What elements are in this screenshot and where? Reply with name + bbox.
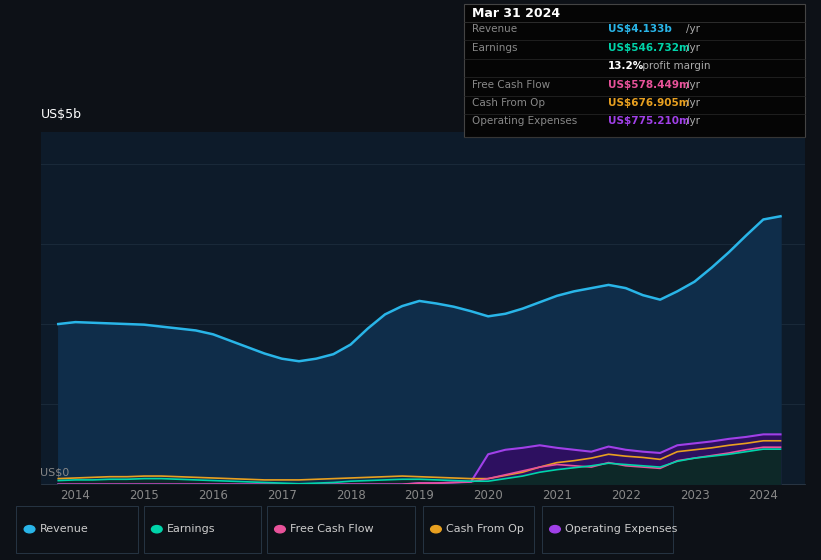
Text: /yr: /yr	[686, 98, 699, 108]
Text: US$4.133b: US$4.133b	[608, 24, 672, 34]
Text: US$0: US$0	[39, 468, 69, 477]
Text: /yr: /yr	[686, 24, 699, 34]
Text: Revenue: Revenue	[472, 24, 517, 34]
Text: Earnings: Earnings	[167, 524, 215, 534]
Text: Operating Expenses: Operating Expenses	[565, 524, 677, 534]
Text: US$578.449m: US$578.449m	[608, 80, 690, 90]
Text: Revenue: Revenue	[39, 524, 88, 534]
Text: US$775.210m: US$775.210m	[608, 116, 690, 127]
Text: Earnings: Earnings	[472, 43, 517, 53]
Text: US$676.905m: US$676.905m	[608, 98, 689, 108]
Text: US$546.732m: US$546.732m	[608, 43, 690, 53]
Text: US$5b: US$5b	[41, 108, 82, 121]
Text: /yr: /yr	[686, 43, 699, 53]
Text: Cash From Op: Cash From Op	[472, 98, 545, 108]
Text: 13.2%: 13.2%	[608, 61, 644, 71]
Text: profit margin: profit margin	[639, 61, 710, 71]
Text: Cash From Op: Cash From Op	[446, 524, 524, 534]
Text: Mar 31 2024: Mar 31 2024	[472, 7, 560, 20]
Text: Free Cash Flow: Free Cash Flow	[290, 524, 374, 534]
Text: Free Cash Flow: Free Cash Flow	[472, 80, 550, 90]
Text: /yr: /yr	[686, 80, 699, 90]
Text: /yr: /yr	[686, 116, 699, 127]
Text: Operating Expenses: Operating Expenses	[472, 116, 577, 127]
